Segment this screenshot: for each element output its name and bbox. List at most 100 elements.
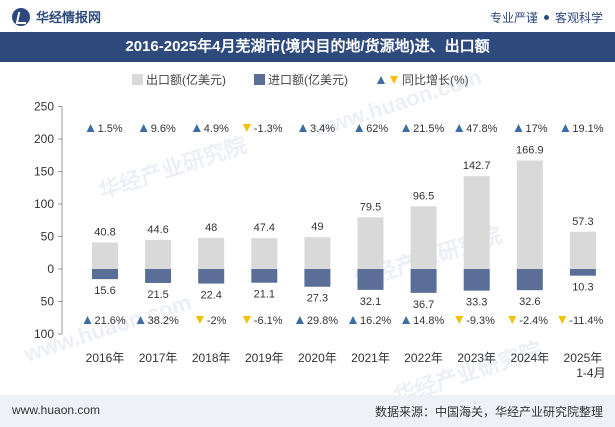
export-value-label: 142.7 [463,160,491,172]
export-growth-label: -1.3% [254,123,283,135]
export-growth-up-icon [402,124,411,132]
export-bar [516,160,543,269]
import-bar [569,269,596,276]
watermark-text: 华经产业研究院 [96,132,250,203]
x-tick-label: 2016年 [86,351,125,365]
legend-up-triangle-icon [377,76,385,84]
x-tick-label: 2018年 [192,351,231,365]
import-value-label: 32.1 [360,296,381,308]
import-bar [463,269,490,291]
tagline-right: 客观科学 [554,11,603,25]
footer-source: 数据来源：中国海关，华经产业研究院整理 [374,405,603,419]
import-growth-up-icon [295,316,304,324]
import-growth-up-icon [402,316,411,324]
export-growth-up-icon [139,124,148,132]
import-growth-label: -11.4% [569,315,603,327]
import-growth-down-icon [242,316,251,324]
import-growth-down-icon [508,316,517,324]
import-bar [410,269,437,293]
export-bar [569,231,596,269]
export-growth-label: 47.8% [466,123,497,135]
export-growth-label: 3.4% [310,123,335,135]
import-bar [304,269,331,287]
export-value-label: 166.9 [516,145,544,157]
import-growth-label: 38.2% [148,315,179,327]
export-bar [304,237,331,269]
brand-name: 华经情报网 [36,10,102,25]
export-bar [198,237,225,269]
export-bar [463,176,490,269]
import-growth-up-icon [83,316,92,324]
import-growth-label: -9.3% [466,315,495,327]
import-growth-label: 14.8% [413,315,444,327]
footer-website[interactable]: www.huaon.com [12,403,101,417]
title-bar: 2016-2025年4月芜湖市(境内目的地/货源地)进、出口额 [0,32,615,62]
export-value-label: 47.4 [254,222,275,234]
export-growth-up-icon [299,124,307,132]
export-growth-up-icon [455,124,464,132]
chart-title: 2016-2025年4月芜湖市(境内目的地/货源地)进、出口额 [125,38,490,55]
x-tick-label: 2017年 [139,351,178,365]
import-growth-label: 16.2% [360,315,391,327]
import-growth-label: -2% [207,315,227,327]
import-bar [92,269,118,280]
tagline-left: 专业严谨 [489,11,538,25]
export-growth-up-icon [86,124,95,132]
x-tick-label: 2021年 [351,351,390,365]
import-value-label: 21.1 [254,289,275,301]
export-growth-label: 17% [526,123,548,135]
y-tick-label: 50 [41,295,55,309]
import-value-label: 15.6 [94,285,115,297]
export-bar [357,217,384,269]
import-growth-down-icon [558,316,567,324]
export-bar [251,238,278,269]
import-growth-label: -6.1% [254,315,283,327]
import-growth-label: 21.6% [95,315,126,327]
import-growth-down-icon [195,316,204,324]
export-bar [145,240,172,269]
import-bar [516,269,543,291]
legend-import-swatch [254,74,265,85]
tagline: 专业严谨 客观科学 [490,9,603,26]
import-value-label: 36.7 [413,299,434,311]
import-value-label: 27.3 [307,293,328,305]
x-tick-label: 1-4月 [576,366,605,380]
import-growth-down-icon [455,316,464,324]
import-bar [251,269,278,283]
export-bar [410,206,437,269]
export-value-label: 96.5 [413,190,434,202]
export-value-label: 79.5 [360,201,381,213]
export-bar [92,242,118,269]
import-growth-label: 29.8% [307,315,338,327]
export-value-label: 40.8 [94,226,115,238]
export-value-label: 44.6 [147,224,168,236]
export-growth-up-icon [561,124,570,132]
export-growth-label: 19.1% [572,123,603,135]
export-growth-up-icon [355,124,364,132]
brand[interactable]: 华经情报网 [12,7,101,26]
export-growth-label: 62% [366,123,388,135]
export-value-label: 48 [205,222,217,234]
y-tick-label: 100 [34,197,54,211]
x-tick-label: 2025年 [564,351,603,365]
footer: www.huaon.com 数据来源：中国海关，华经产业研究院整理 [0,395,615,427]
y-tick-label: 250 [34,100,54,114]
tagline-dot-icon [543,15,549,20]
brand-logo-icon [12,7,30,26]
top-bar: 华经情报网 专业严谨 客观科学 [0,0,615,32]
import-bar [198,269,225,284]
import-value-label: 22.4 [200,290,221,302]
import-growth-up-icon [349,316,357,324]
x-tick-label: 2022年 [404,351,443,365]
legend-export-label: 出口额(亿美元) [146,72,226,87]
export-value-label: 57.3 [572,216,593,228]
export-growth-label: 1.5% [98,123,123,135]
legend-growth-label: 同比增长(%) [402,73,469,87]
legend-export-swatch [132,74,143,85]
export-growth-label: 9.6% [151,123,176,135]
export-growth-label: 21.5% [413,123,444,135]
y-tick-label: 100 [34,327,54,341]
y-tick-label: 0 [47,262,54,276]
